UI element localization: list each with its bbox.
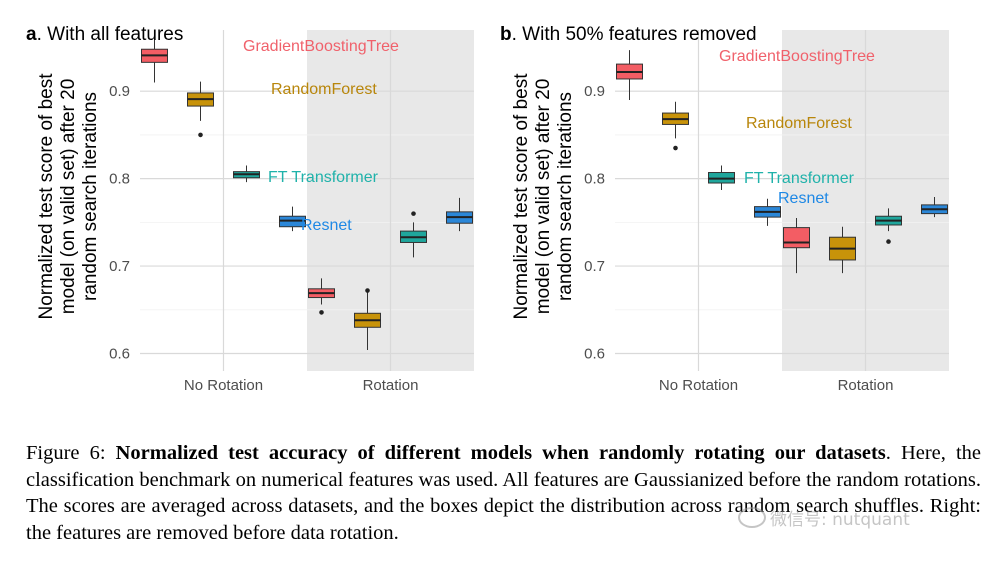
model-label: Resnet [778, 190, 829, 207]
y-axis-label-line: random search iterations [80, 92, 101, 301]
model-label: RandomForest [746, 115, 852, 132]
box-outlier [411, 211, 416, 216]
panel-letter: a [26, 24, 37, 45]
y-tick-label: 0.8 [584, 171, 605, 188]
caption-prefix: Figure 6: [26, 442, 116, 464]
panel-title-text: . With 50% features removed [512, 24, 757, 45]
model-label: GradientBoostingTree [243, 38, 399, 55]
model-label: RandomForest [271, 81, 377, 98]
y-axis-label: Normalized test score of bestmodel (on v… [36, 73, 101, 320]
box-outlier [886, 239, 891, 244]
panel-title: b. With 50% features removed [500, 24, 757, 45]
panel-letter: b [500, 24, 512, 45]
box-body [783, 227, 810, 249]
y-tick-label: 0.7 [584, 258, 605, 275]
box-outlier [365, 288, 370, 293]
y-tick-label: 0.9 [584, 83, 605, 100]
box-outlier [319, 310, 324, 315]
y-tick-label: 0.9 [109, 83, 130, 100]
model-label: Resnet [301, 217, 352, 234]
y-axis-label-line: model (on valid set) after 20 [533, 79, 554, 315]
y-tick-label: 0.8 [109, 171, 130, 188]
x-tick-label: Rotation [363, 377, 419, 394]
x-tick-label: No Rotation [659, 377, 738, 394]
model-label: FT Transformer [744, 170, 855, 187]
y-axis-label-line: random search iterations [555, 92, 576, 301]
y-tick-label: 0.6 [109, 346, 130, 363]
x-tick-label: No Rotation [184, 377, 263, 394]
wechat-icon [738, 507, 766, 528]
model-label: FT Transformer [268, 169, 379, 186]
caption-bold: Normalized test accuracy of different mo… [115, 442, 886, 464]
figure-caption: Figure 6: Normalized test accuracy of di… [26, 440, 981, 546]
y-axis-label-line: Normalized test score of best [511, 73, 532, 320]
y-axis-label-line: Normalized test score of best [36, 73, 57, 320]
panel-title: a. With all features [26, 24, 183, 45]
panel-a: 0.6 0.7 0.8 0.9 No Rotation Rotation GradientB… [26, 24, 474, 394]
y-axis-label-line: model (on valid set) after 20 [58, 79, 79, 315]
figure-6: 0.6 0.7 0.8 0.9 No Rotation Rotation GradientB… [26, 24, 949, 394]
panel-title-text: . With all features [37, 24, 184, 45]
box-outlier [198, 132, 203, 138]
watermark-text: 微信号: nutquant [770, 510, 910, 530]
panel-b: 0.6 0.7 0.8 0.9 No Rotation Rotation GradientB… [500, 24, 949, 394]
y-tick-label: 0.6 [584, 346, 605, 363]
y-axis-label: Normalized test score of bestmodel (on v… [511, 73, 576, 320]
y-tick-label: 0.7 [109, 258, 130, 275]
model-label: GradientBoostingTree [719, 48, 875, 65]
box-outlier [673, 145, 678, 151]
x-tick-label: Rotation [838, 377, 894, 394]
watermark: 微信号: nutquant [738, 505, 910, 530]
